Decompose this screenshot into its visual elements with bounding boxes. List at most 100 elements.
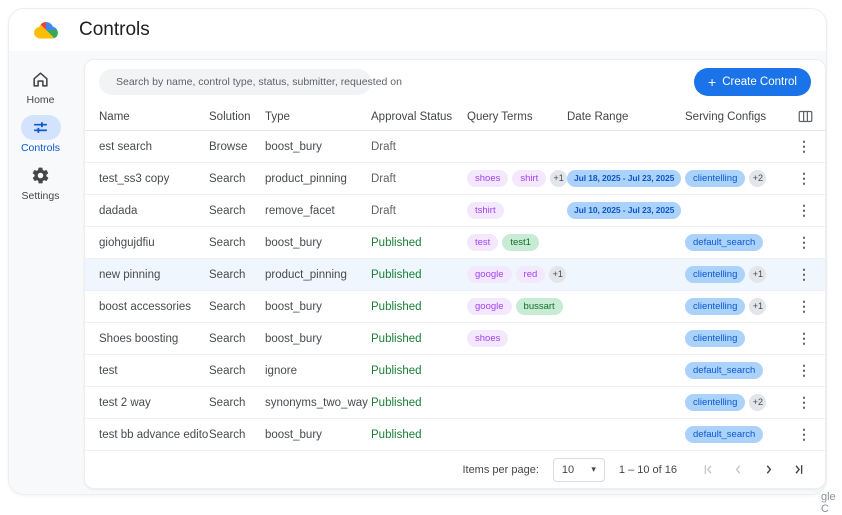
table-row[interactable]: test 2 way Search synonyms_two_way Publi… xyxy=(85,387,825,420)
cell-solution: Search xyxy=(209,364,246,377)
cell-query-terms: test test1 xyxy=(467,234,567,252)
table-row[interactable]: est search Browse boost_bury Draft ⋮ xyxy=(85,131,825,164)
sidebar-item-home[interactable]: Home xyxy=(21,67,61,106)
serving-config-chip[interactable]: default_search xyxy=(685,234,764,252)
serving-config-chip[interactable]: clientelling xyxy=(685,298,746,316)
page-size-value: 10 xyxy=(561,463,575,476)
serving-config-chip[interactable]: clientelling xyxy=(685,266,746,284)
column-header[interactable]: Solution xyxy=(209,110,251,123)
cell-serving-configs: clientelling +1 xyxy=(685,298,789,316)
cell-type: boost_bury xyxy=(265,428,322,441)
controls-card: Search by name, control type, status, su… xyxy=(84,59,826,489)
row-kebab-menu-icon[interactable]: ⋮ xyxy=(797,266,811,283)
row-kebab-menu-icon[interactable]: ⋮ xyxy=(797,170,811,187)
serving-config-chip[interactable]: clientelling xyxy=(685,330,746,348)
count-chip[interactable]: +1 xyxy=(749,298,767,316)
query-term-chip[interactable]: shoes xyxy=(467,330,509,348)
sidebar-item-controls[interactable]: Controls xyxy=(20,115,61,154)
sidebar-item-settings[interactable]: Settings xyxy=(21,163,61,202)
cell-name: giohgujdfiu xyxy=(99,236,155,249)
previous-page-button[interactable] xyxy=(727,459,749,481)
serving-config-chip[interactable]: clientelling xyxy=(685,394,746,412)
query-term-chip[interactable]: test1 xyxy=(502,234,539,252)
query-term-chip[interactable]: red xyxy=(515,266,546,284)
table-row[interactable]: new pinning Search product_pinning Publi… xyxy=(85,259,825,292)
row-kebab-menu-icon[interactable]: ⋮ xyxy=(797,362,811,379)
cell-type: boost_bury xyxy=(265,236,322,249)
sidebar: Home Controls Settings xyxy=(9,51,72,494)
last-page-button[interactable] xyxy=(787,459,809,481)
page-range-label: 1 – 10 of 16 xyxy=(618,463,677,476)
query-term-chip[interactable]: shirt xyxy=(512,170,547,188)
count-chip[interactable]: +2 xyxy=(749,170,767,188)
count-chip[interactable]: +1 xyxy=(549,266,567,284)
columns-icon-cell[interactable] xyxy=(789,110,813,123)
table-header-row: Name Solution Type Approval Status Query Ter… xyxy=(85,104,825,132)
query-term-chip[interactable]: test xyxy=(467,234,499,252)
row-kebab-menu-icon[interactable]: ⋮ xyxy=(797,138,811,155)
table-row[interactable]: giohgujdfiu Search boost_bury Published … xyxy=(85,227,825,260)
serving-config-chip[interactable]: default_search xyxy=(685,362,764,380)
column-header[interactable]: Date Range xyxy=(567,110,629,123)
column-header[interactable]: Approval Status xyxy=(371,110,453,123)
cell-solution: Search xyxy=(209,204,246,217)
chevron-right-icon xyxy=(766,465,771,474)
home-icon xyxy=(33,72,48,87)
create-control-button[interactable]: + Create Control xyxy=(694,67,811,96)
tune-icon xyxy=(34,122,47,133)
column-header[interactable]: Name xyxy=(99,110,130,123)
cell-approval-status: Draft xyxy=(371,204,396,217)
cell-type: product_pinning xyxy=(265,268,347,281)
cell-approval-status: Published xyxy=(371,300,422,313)
next-page-button[interactable] xyxy=(757,459,779,481)
table-row[interactable]: test_ss3 copy Search product_pinning Dra… xyxy=(85,163,825,196)
query-term-chip[interactable]: shoes xyxy=(467,170,509,188)
count-chip[interactable]: +1 xyxy=(550,170,567,188)
cell-approval-status: Published xyxy=(371,428,422,441)
table-row[interactable]: test Search ignore Published default_sea… xyxy=(85,355,825,388)
cell-name: boost accessories xyxy=(99,300,192,313)
cell-date-range: Jul 18, 2025 - Jul 23, 2025 xyxy=(567,170,685,188)
page-size-select[interactable]: 10 ▾ xyxy=(552,457,605,482)
count-chip[interactable]: +1 xyxy=(749,266,767,284)
table-row[interactable]: Shoes boosting Search boost_bury Publish… xyxy=(85,323,825,356)
row-kebab-menu-icon[interactable]: ⋮ xyxy=(797,394,811,411)
column-header[interactable]: Query Terms xyxy=(467,110,533,123)
row-kebab-menu-icon[interactable]: ⋮ xyxy=(797,330,811,347)
cell-approval-status: Draft xyxy=(371,140,396,153)
query-term-chip[interactable]: google xyxy=(467,266,512,284)
query-term-chip[interactable]: tshirt xyxy=(467,202,504,220)
cell-approval-status: Published xyxy=(371,396,422,409)
cell-type: boost_bury xyxy=(265,140,322,153)
date-range-chip[interactable]: Jul 18, 2025 - Jul 23, 2025 xyxy=(567,170,682,188)
serving-config-chip[interactable]: clientelling xyxy=(685,170,746,188)
cell-type: ignore xyxy=(265,364,297,377)
row-kebab-menu-icon[interactable]: ⋮ xyxy=(797,234,811,251)
query-term-chip[interactable]: bussart xyxy=(515,298,563,316)
first-page-button[interactable] xyxy=(697,459,719,481)
date-range-chip[interactable]: Jul 10, 2025 - Jul 23, 2025 xyxy=(567,202,682,220)
cell-date-range: Jul 10, 2025 - Jul 23, 2025 xyxy=(567,202,685,220)
cell-solution: Search xyxy=(209,268,246,281)
sidebar-item-label: Settings xyxy=(21,190,60,202)
query-term-chip[interactable]: google xyxy=(467,298,512,316)
cell-serving-configs: clientelling xyxy=(685,330,789,348)
row-kebab-menu-icon[interactable]: ⋮ xyxy=(797,202,811,219)
row-kebab-menu-icon[interactable]: ⋮ xyxy=(797,426,811,443)
row-kebab-menu-icon[interactable]: ⋮ xyxy=(797,298,811,315)
count-chip[interactable]: +2 xyxy=(749,394,767,412)
table-row[interactable]: dadada Search remove_facet Draft tshirt … xyxy=(85,195,825,228)
search-input[interactable]: Search by name, control type, status, su… xyxy=(99,68,402,95)
cell-name: test_ss3 copy xyxy=(99,172,170,185)
sidebar-item-label: Controls xyxy=(20,142,61,154)
cell-query-terms: shoes xyxy=(467,330,567,348)
cell-approval-status: Published xyxy=(371,236,422,249)
column-header[interactable]: Type xyxy=(265,110,290,123)
cut-off-watermark-text: gle C xyxy=(821,491,836,515)
column-header[interactable]: Serving Configs xyxy=(685,110,767,123)
table-row[interactable]: test bb advance editor Search boost_bury… xyxy=(85,419,825,452)
cell-approval-status: Published xyxy=(371,332,422,345)
table-row[interactable]: boost accessories Search boost_bury Publ… xyxy=(85,291,825,324)
serving-config-chip[interactable]: default_search xyxy=(685,426,764,444)
cell-serving-configs: clientelling +2 xyxy=(685,394,789,412)
